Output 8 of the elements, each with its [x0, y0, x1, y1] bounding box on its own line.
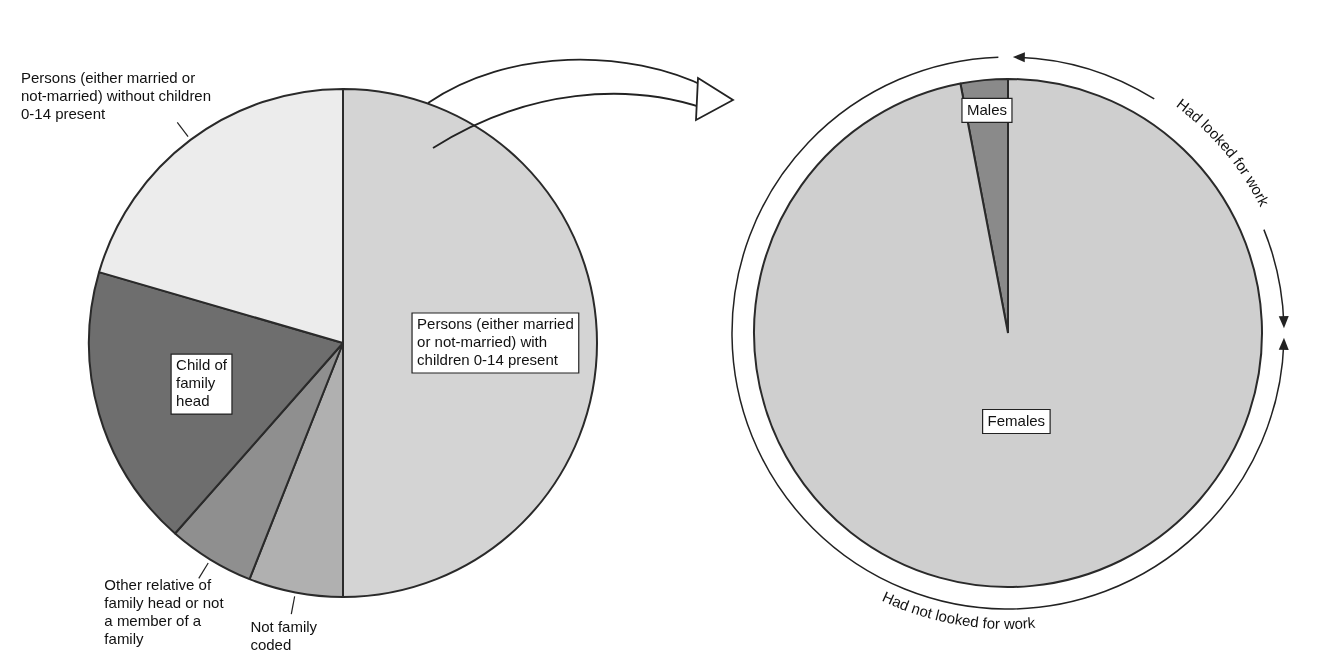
slice-label: Males — [966, 100, 1007, 118]
text: Had not looked for work — [880, 587, 1037, 633]
slice-label: Child of family head — [176, 356, 228, 410]
slice-label: Females — [987, 411, 1046, 429]
slice-label: Persons (either married or not-married) with children 0-14 present — [417, 315, 574, 369]
slice-label: Persons (either married or not-married) without children 0-14 present — [20, 68, 212, 122]
slice-label: Other relative of family head or not a member of a family — [104, 576, 225, 648]
slice-label: Not family coded — [250, 617, 318, 653]
